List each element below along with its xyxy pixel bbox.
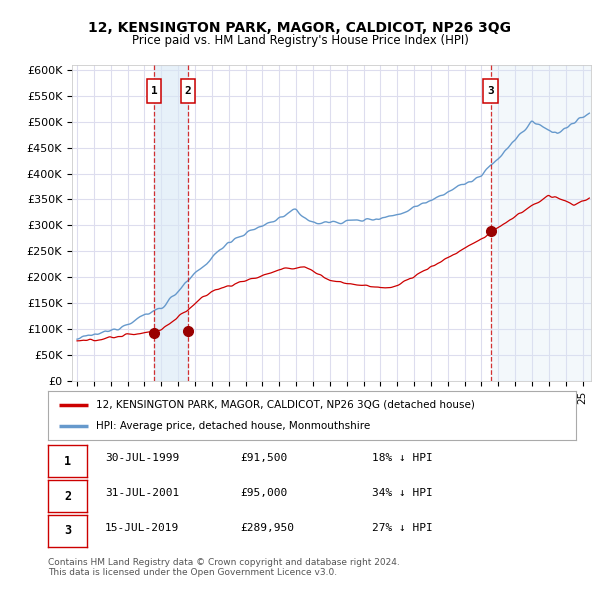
Text: £289,950: £289,950	[240, 523, 294, 533]
Text: 12, KENSINGTON PARK, MAGOR, CALDICOT, NP26 3QG (detached house): 12, KENSINGTON PARK, MAGOR, CALDICOT, NP…	[95, 399, 475, 409]
Text: 31-JUL-2001: 31-JUL-2001	[105, 489, 179, 498]
Text: 18% ↓ HPI: 18% ↓ HPI	[372, 454, 433, 463]
Text: 1: 1	[64, 455, 71, 468]
Text: 34% ↓ HPI: 34% ↓ HPI	[372, 489, 433, 498]
Text: 1: 1	[151, 86, 158, 96]
Text: Price paid vs. HM Land Registry's House Price Index (HPI): Price paid vs. HM Land Registry's House …	[131, 34, 469, 47]
Text: HPI: Average price, detached house, Monmouthshire: HPI: Average price, detached house, Monm…	[95, 421, 370, 431]
Text: Contains HM Land Registry data © Crown copyright and database right 2024.
This d: Contains HM Land Registry data © Crown c…	[48, 558, 400, 577]
Bar	[154, 65, 188, 381]
FancyBboxPatch shape	[484, 79, 497, 103]
Text: 2: 2	[64, 490, 71, 503]
Text: 15-JUL-2019: 15-JUL-2019	[105, 523, 179, 533]
Bar	[491, 65, 591, 381]
Text: 3: 3	[487, 86, 494, 96]
Text: 3: 3	[64, 525, 71, 537]
Text: 2: 2	[185, 86, 191, 96]
Text: £95,000: £95,000	[240, 489, 287, 498]
Text: 27% ↓ HPI: 27% ↓ HPI	[372, 523, 433, 533]
Text: 12, KENSINGTON PARK, MAGOR, CALDICOT, NP26 3QG: 12, KENSINGTON PARK, MAGOR, CALDICOT, NP…	[89, 21, 511, 35]
Text: £91,500: £91,500	[240, 454, 287, 463]
FancyBboxPatch shape	[181, 79, 195, 103]
Text: 30-JUL-1999: 30-JUL-1999	[105, 454, 179, 463]
FancyBboxPatch shape	[147, 79, 161, 103]
